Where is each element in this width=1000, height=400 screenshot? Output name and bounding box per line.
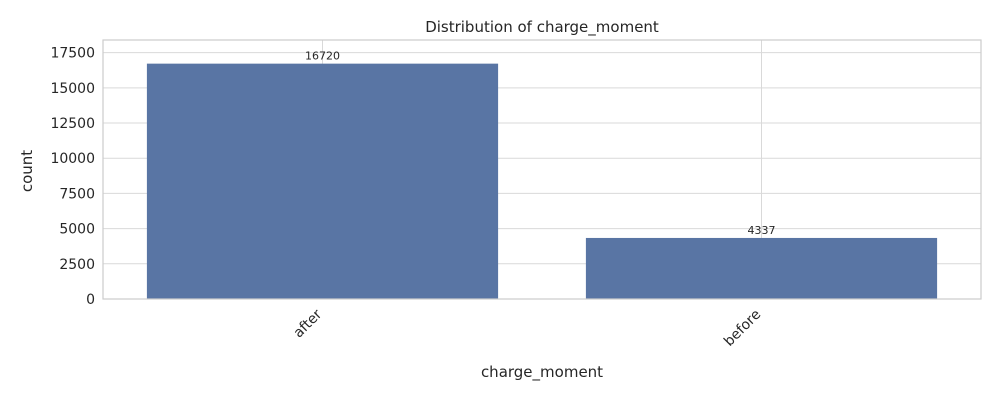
plot-frame (102, 39, 982, 300)
y-tick-label: 10000 (50, 151, 95, 167)
data-label: 16720 (305, 50, 340, 63)
y-tick-label: 17500 (50, 46, 95, 62)
data-label: 4337 (748, 224, 776, 237)
y-axis-label: count (18, 150, 36, 192)
y-tick-label: 15000 (50, 81, 95, 97)
bar-after (146, 63, 499, 299)
y-tick-label: 7500 (59, 186, 95, 202)
y-tick-label: 0 (86, 292, 95, 308)
chart-title: Distribution of charge_moment (425, 18, 659, 37)
x-axis-label: charge_moment (481, 363, 603, 382)
bars (146, 63, 938, 299)
bar-before (585, 237, 938, 299)
y-tick-label: 12500 (50, 116, 95, 132)
plot-border (102, 39, 982, 300)
y-tick-label: 5000 (59, 222, 95, 238)
y-tick-label: 2500 (59, 257, 95, 273)
